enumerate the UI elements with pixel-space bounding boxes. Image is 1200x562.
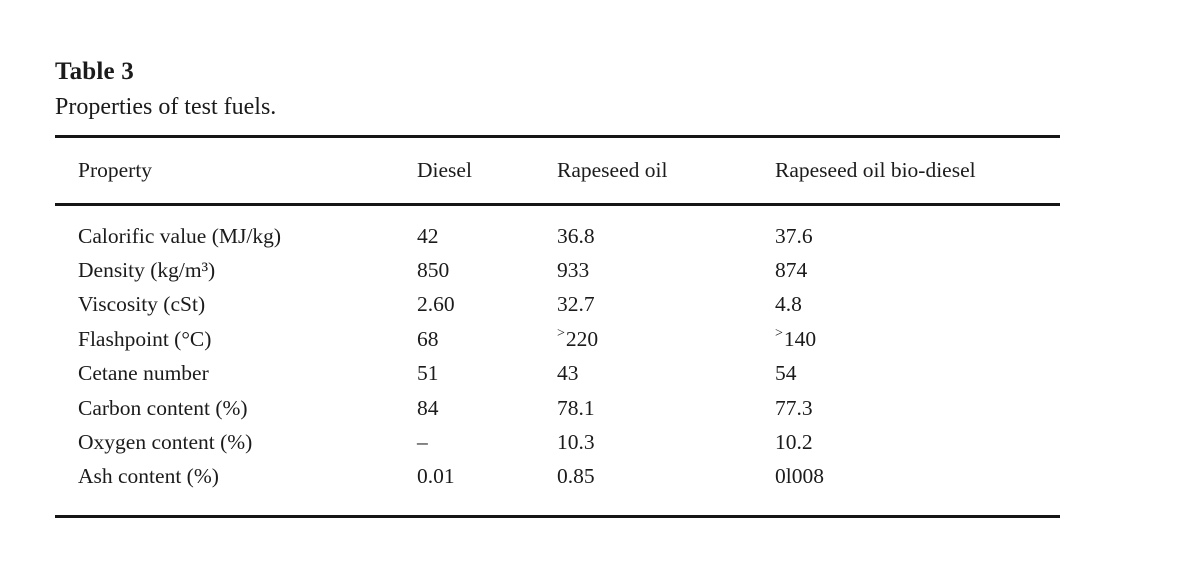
value-cell-diesel: 0.01 <box>417 464 455 489</box>
value-cell-diesel: 42 <box>417 223 439 248</box>
property-cell: Ash content (%) <box>78 464 219 489</box>
property-cell: Flashpoint (°C) <box>78 326 212 351</box>
value-cell-rapeseed-oil: 933 <box>557 258 590 283</box>
value-cell-diesel: 850 <box>417 258 450 283</box>
value-cell-rapeseed-oil: 0.85 <box>557 464 595 489</box>
header-rapeseed-oil: Rapeseed oil <box>557 158 668 182</box>
header-rapeseed-bio-diesel: Rapeseed oil bio-diesel <box>775 158 976 182</box>
property-cell: Calorific value (MJ/kg) <box>78 223 282 248</box>
table-header-row: Property Diesel Rapeseed oil Rapeseed oi… <box>55 138 1060 203</box>
value-cell-diesel: 51 <box>417 361 439 386</box>
value-cell-rapeseed-oil: 78.1 <box>557 395 595 420</box>
value-cell-bio-diesel: 54 <box>775 361 797 386</box>
value-cell-rapeseed-oil: >220 <box>557 325 599 351</box>
value-cell-bio-diesel: 77.3 <box>775 395 813 420</box>
table-row: Flashpoint (°C) 68 >220 >140 <box>55 322 1060 356</box>
fuel-properties-table: Property Diesel Rapeseed oil Rapeseed oi… <box>55 135 1060 519</box>
value-cell-bio-diesel: 0l008 <box>775 464 824 489</box>
property-cell: Viscosity (cSt) <box>78 292 206 317</box>
value-cell-bio-diesel: 37.6 <box>775 223 813 248</box>
value-cell-rapeseed-oil: 32.7 <box>557 292 595 317</box>
table-row: Carbon content (%) 84 78.1 77.3 <box>55 391 1060 425</box>
property-cell: Oxygen content (%) <box>78 430 253 455</box>
table-caption: Table 3 Properties of test fuels. <box>55 58 276 122</box>
table-row: Oxygen content (%) – 10.3 10.2 <box>55 425 1060 459</box>
value-cell-rapeseed-oil: 36.8 <box>557 223 595 248</box>
header-property: Property <box>78 158 153 182</box>
value-cell-diesel: 84 <box>417 395 439 420</box>
property-cell: Cetane number <box>78 361 209 386</box>
table-number: Table 3 <box>55 58 134 85</box>
value-cell-diesel: – <box>417 430 428 455</box>
property-cell: Carbon content (%) <box>78 395 248 420</box>
table-row: Viscosity (cSt) 2.60 32.7 4.8 <box>55 288 1060 322</box>
table-row: Cetane number 51 43 54 <box>55 357 1060 391</box>
value-cell-rapeseed-oil: 43 <box>557 361 579 386</box>
value-cell-bio-diesel: >140 <box>775 325 817 351</box>
value-cell-diesel: 2.60 <box>417 292 455 317</box>
value-cell-diesel: 68 <box>417 326 439 351</box>
property-cell: Density (kg/m³) <box>78 258 216 283</box>
value-cell-rapeseed-oil: 10.3 <box>557 430 595 455</box>
table-body: Calorific value (MJ/kg) 42 36.8 37.6 Den… <box>55 206 1060 515</box>
header-rule <box>55 203 1060 206</box>
table-title: Properties of test fuels. <box>55 94 277 120</box>
bottom-rule <box>55 515 1060 519</box>
value-cell-bio-diesel: 10.2 <box>775 430 813 455</box>
value-cell-bio-diesel: 874 <box>775 258 808 283</box>
table-row: Ash content (%) 0.01 0.85 0l008 <box>55 460 1060 494</box>
header-diesel: Diesel <box>417 158 472 182</box>
value-cell-bio-diesel: 4.8 <box>775 292 802 317</box>
top-rule <box>55 135 1060 138</box>
table-row: Calorific value (MJ/kg) 42 36.8 37.6 <box>55 219 1060 253</box>
table-row: Density (kg/m³) 850 933 874 <box>55 253 1060 287</box>
